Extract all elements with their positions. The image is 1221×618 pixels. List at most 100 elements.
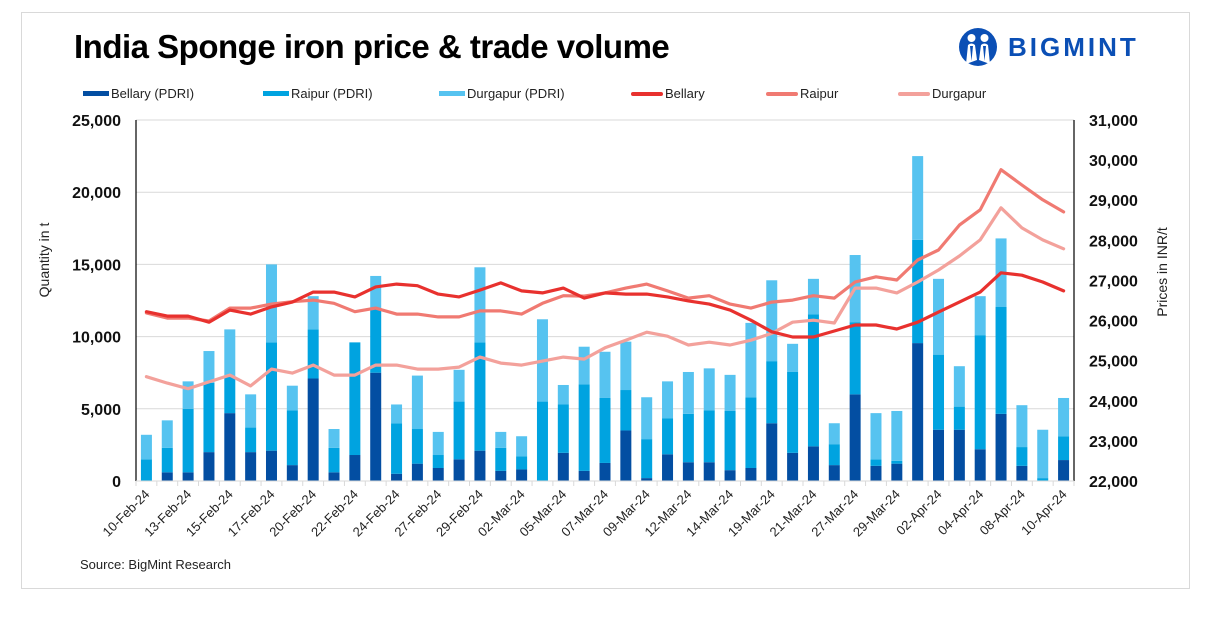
legend-swatch (439, 91, 465, 96)
bar-bellary-pdri-13 (391, 473, 403, 481)
bar-raipur-pdri-29 (724, 410, 736, 471)
legend-label: Raipur (800, 86, 839, 101)
right-tick-label: 29,000 (1089, 193, 1138, 210)
bar-durgapur-pdri-36 (870, 413, 882, 460)
bar-raipur-pdri-24 (620, 390, 632, 431)
left-axis-ticks: 0 5,000 10,000 15,000 20,000 25,000 (72, 113, 121, 491)
bar-raipur-pdri-2 (161, 447, 173, 473)
bar-durgapur-pdri-32 (787, 343, 799, 372)
bar-durgapur-pdri-38 (912, 156, 924, 240)
bar-durgapur-pdri-13 (391, 404, 403, 424)
bar-durgapur-pdri-2 (161, 420, 173, 448)
bar-durgapur-pdri-41 (974, 296, 986, 336)
bar-durgapur-pdri-44 (1037, 429, 1049, 479)
bar-raipur-pdri-16 (453, 401, 465, 460)
bar-durgapur-pdri-40 (953, 366, 965, 407)
bar-bellary-pdri-35 (849, 394, 861, 481)
bar-durgapur-pdri-37 (891, 410, 903, 461)
bar-raipur-pdri-17 (474, 342, 486, 451)
source-note: Source: BigMint Research (80, 557, 232, 572)
bar-bellary-pdri-10 (328, 472, 340, 481)
bar-durgapur-pdri-8 (286, 385, 298, 411)
x-axis-ticks: 10-Feb-2413-Feb-2415-Feb-2417-Feb-2420-F… (100, 487, 1070, 540)
bar-raipur-pdri-15 (432, 455, 444, 469)
bar-series (140, 156, 1070, 481)
legend-swatch (263, 91, 289, 96)
bar-durgapur-pdri-22 (578, 346, 590, 385)
bar-bellary-pdri-38 (912, 343, 924, 481)
bar-durgapur-pdri-26 (662, 381, 674, 419)
bar-durgapur-pdri-6 (245, 394, 257, 428)
bar-bellary-pdri-9 (307, 378, 319, 481)
bar-bellary-pdri-34 (828, 465, 840, 481)
bar-bellary-pdri-25 (641, 478, 653, 481)
right-axis-ticks: 22,000 23,000 24,000 25,000 26,000 27,000 28,0… (1089, 113, 1138, 491)
bar-raipur-pdri-7 (265, 342, 277, 451)
legend-label: Durgapur (932, 86, 987, 101)
bar-bellary-pdri-45 (1058, 460, 1070, 481)
left-tick-label: 25,000 (72, 113, 121, 130)
bar-bellary-pdri-40 (953, 429, 965, 481)
x-tick-label: 10-Apr-24 (1018, 487, 1069, 538)
bar-bellary-pdri-8 (286, 465, 298, 481)
right-tick-label: 26,000 (1089, 314, 1138, 331)
bar-raipur-pdri-45 (1058, 436, 1070, 461)
bar-bellary-pdri-39 (933, 429, 945, 481)
legend-item-bellary: Bellary (631, 86, 705, 101)
bar-bellary-pdri-11 (349, 455, 361, 481)
bar-raipur-pdri-32 (787, 371, 799, 453)
bar-bellary-pdri-7 (265, 450, 277, 481)
bar-raipur-pdri-10 (328, 447, 340, 473)
legend-item-durgapur: Durgapur (898, 86, 986, 101)
bar-bellary-pdri-30 (745, 468, 757, 481)
legend-swatch (898, 91, 930, 96)
bar-bellary-pdri-5 (224, 413, 236, 481)
bar-raipur-pdri-33 (807, 314, 819, 447)
brand-logo: BIGMINT (958, 27, 1139, 67)
bar-raipur-pdri-44 (1037, 478, 1049, 481)
bar-durgapur-pdri-5 (224, 329, 236, 378)
bar-raipur-pdri-8 (286, 410, 298, 466)
bar-raipur-pdri-4 (203, 382, 215, 453)
bar-durgapur-pdri-30 (745, 322, 757, 398)
legend-item-raipur-pdri: Raipur (PDRI) (263, 86, 373, 101)
chart-plot: 0 5,000 10,000 15,000 20,000 25,000 22,000 23,… (36, 113, 1170, 540)
right-tick-label: 28,000 (1089, 233, 1138, 250)
bar-bellary-pdri-36 (870, 465, 882, 481)
bar-bellary-pdri-17 (474, 450, 486, 481)
bar-durgapur-pdri-1 (140, 434, 152, 460)
bar-raipur-pdri-19 (516, 456, 528, 470)
legend-swatch (766, 91, 798, 96)
bar-raipur-pdri-6 (245, 427, 257, 453)
chart-title: India Sponge iron price & trade volume (74, 28, 670, 65)
bar-raipur-pdri-39 (933, 354, 945, 430)
bar-bellary-pdri-23 (599, 462, 611, 481)
bar-bellary-pdri-33 (807, 446, 819, 481)
bar-bellary-pdri-19 (516, 469, 528, 481)
legend-item-durgapur-pdri: Durgapur (PDRI) (439, 86, 565, 101)
bar-bellary-pdri-3 (182, 472, 194, 481)
bar-durgapur-pdri-31 (766, 280, 778, 362)
bar-bellary-pdri-42 (995, 413, 1007, 481)
bar-raipur-pdri-21 (557, 404, 569, 453)
bar-raipur-pdri-42 (995, 306, 1007, 414)
bar-bellary-pdri-43 (1016, 465, 1028, 481)
bar-durgapur-pdri-3 (182, 381, 194, 409)
bar-bellary-pdri-14 (411, 463, 423, 481)
bar-durgapur-pdri-12 (370, 275, 382, 308)
bar-durgapur-pdri-19 (516, 436, 528, 457)
bar-bellary-pdri-41 (974, 449, 986, 481)
bar-raipur-pdri-23 (599, 397, 611, 463)
bar-raipur-pdri-5 (224, 377, 236, 414)
bar-raipur-pdri-28 (703, 410, 715, 463)
left-tick-label: 10,000 (72, 330, 121, 347)
right-axis-label: Prices in INR/t (1154, 227, 1170, 317)
axes (135, 120, 1075, 486)
bar-bellary-pdri-37 (891, 463, 903, 481)
bar-raipur-pdri-38 (912, 239, 924, 344)
right-tick-label: 24,000 (1089, 394, 1138, 411)
right-tick-label: 31,000 (1089, 113, 1138, 130)
bar-durgapur-pdri-18 (495, 431, 507, 448)
bar-bellary-pdri-29 (724, 470, 736, 481)
right-tick-label: 25,000 (1089, 354, 1138, 371)
